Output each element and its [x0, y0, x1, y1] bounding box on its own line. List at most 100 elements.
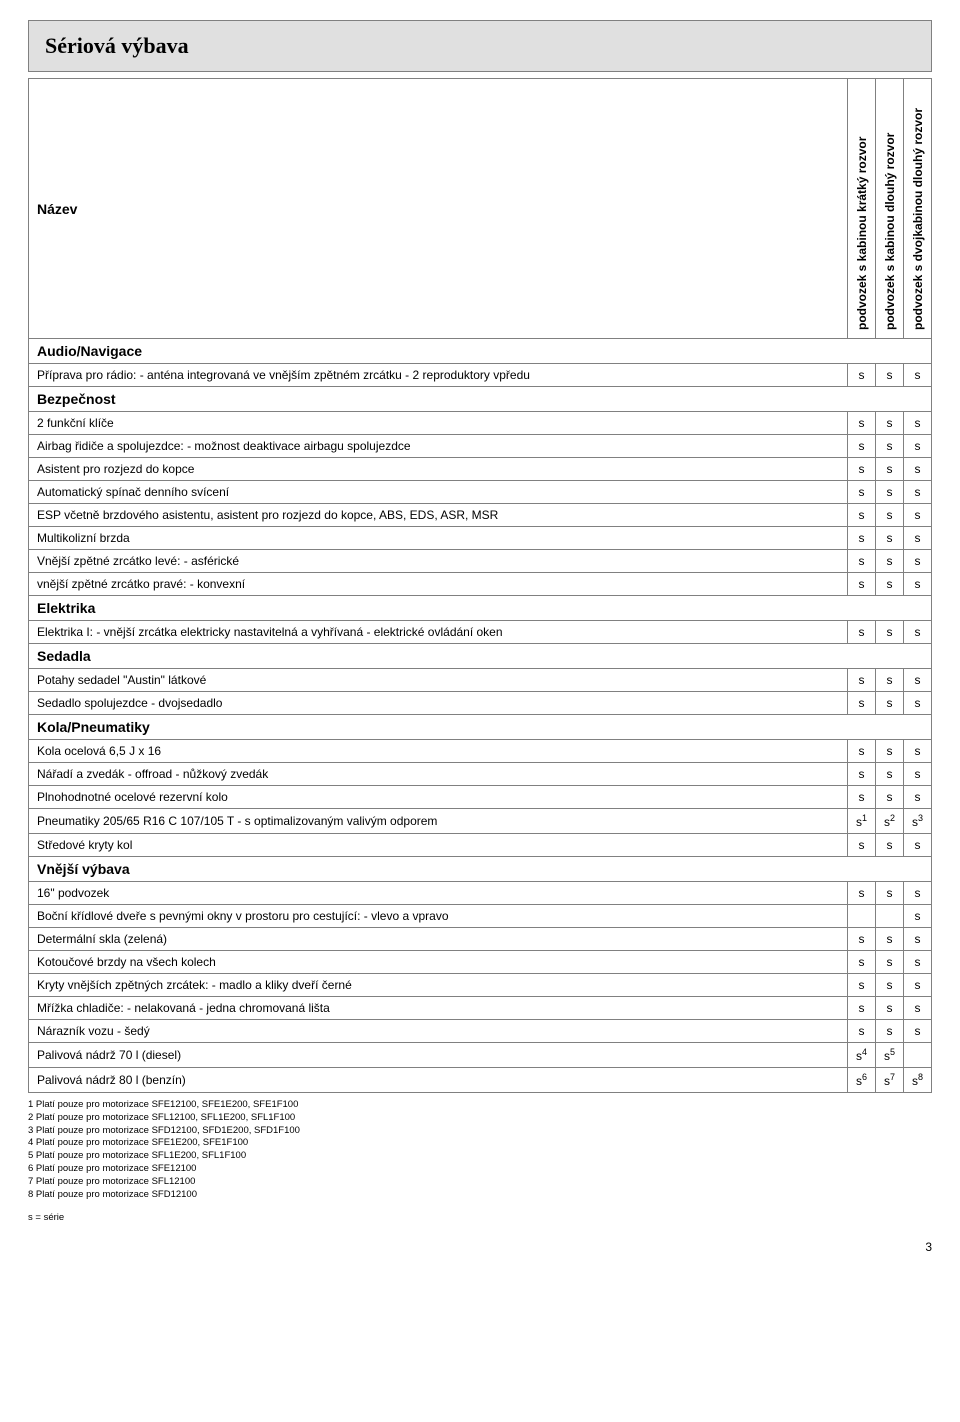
- table-row: Kryty vnějších zpětných zrcátek: - madlo…: [29, 974, 932, 997]
- table-row: Vnější zpětné zrcátko levé: - asférickés…: [29, 550, 932, 573]
- row-value: s: [904, 527, 932, 550]
- table-row: Multikolizní brzdasss: [29, 527, 932, 550]
- table-row: Sedadlo spolujezdce - dvojsedadlosss: [29, 692, 932, 715]
- row-value: s: [904, 435, 932, 458]
- row-label: 2 funkční klíče: [29, 412, 848, 435]
- row-value: s: [848, 951, 876, 974]
- row-value: s: [904, 951, 932, 974]
- row-label: Nářadí a zvedák - offroad - nůžkový zved…: [29, 763, 848, 786]
- row-value: s: [848, 928, 876, 951]
- row-value: s: [876, 786, 904, 809]
- row-label: Potahy sedadel "Austin" látkové: [29, 669, 848, 692]
- row-label: Airbag řidiče a spolujezdce: - možnost d…: [29, 435, 848, 458]
- section-header: Vnější výbava: [29, 857, 932, 882]
- row-value: s: [876, 458, 904, 481]
- column-header-name: Název: [29, 79, 848, 339]
- row-value: s: [876, 669, 904, 692]
- row-label: Boční křídlové dveře s pevnými okny v pr…: [29, 905, 848, 928]
- table-row: Nárazník vozu - šedýsss: [29, 1020, 932, 1043]
- row-value: s5: [876, 1043, 904, 1068]
- table-row: Potahy sedadel "Austin" látkovésss: [29, 669, 932, 692]
- section-header: Elektrika: [29, 596, 932, 621]
- row-value: s: [876, 882, 904, 905]
- row-value: s: [876, 763, 904, 786]
- row-value: s: [848, 834, 876, 857]
- row-value: s: [876, 974, 904, 997]
- row-value: s: [876, 527, 904, 550]
- row-label: Kola ocelová 6,5 J x 16: [29, 740, 848, 763]
- table-row: Palivová nádrž 80 l (benzín)s6s7s8: [29, 1068, 932, 1093]
- footnote-line: 1 Platí pouze pro motorizace SFE12100, S…: [28, 1099, 932, 1112]
- table-row: Kotoučové brzdy na všech kolechsss: [29, 951, 932, 974]
- table-row: Středové kryty kolsss: [29, 834, 932, 857]
- table-row: vnější zpětné zrcátko pravé: - konvexnís…: [29, 573, 932, 596]
- table-row: Airbag řidiče a spolujezdce: - možnost d…: [29, 435, 932, 458]
- footnote-line: 2 Platí pouze pro motorizace SFL12100, S…: [28, 1112, 932, 1125]
- footnote-line: 6 Platí pouze pro motorizace SFE12100: [28, 1163, 932, 1176]
- row-value: [876, 905, 904, 928]
- row-value: s: [876, 951, 904, 974]
- row-label: Pneumatiky 205/65 R16 C 107/105 T - s op…: [29, 809, 848, 834]
- table-row: Asistent pro rozjezd do kopcesss: [29, 458, 932, 481]
- row-value: s8: [904, 1068, 932, 1093]
- column-header-0: podvozek s kabinou krátký rozvor: [848, 79, 876, 339]
- row-value: s: [848, 458, 876, 481]
- row-value: s: [876, 435, 904, 458]
- row-value: s: [848, 550, 876, 573]
- row-value: s: [904, 834, 932, 857]
- row-value: s: [904, 928, 932, 951]
- row-value: s: [876, 928, 904, 951]
- row-value: s: [848, 435, 876, 458]
- row-value: s: [876, 550, 904, 573]
- row-label: Sedadlo spolujezdce - dvojsedadlo: [29, 692, 848, 715]
- row-value: s: [848, 692, 876, 715]
- row-value: s: [904, 364, 932, 387]
- table-row: Nářadí a zvedák - offroad - nůžkový zved…: [29, 763, 932, 786]
- row-value: s: [904, 621, 932, 644]
- row-label: ESP včetně brzdového asistentu, asistent…: [29, 504, 848, 527]
- section-header: Audio/Navigace: [29, 339, 932, 364]
- row-value: s: [876, 364, 904, 387]
- row-value: s: [876, 1020, 904, 1043]
- row-value: s: [876, 997, 904, 1020]
- row-value: s: [904, 458, 932, 481]
- row-value: s: [904, 882, 932, 905]
- row-label: Automatický spínač denního svícení: [29, 481, 848, 504]
- row-value: s: [904, 740, 932, 763]
- row-value: s: [848, 481, 876, 504]
- row-label: Vnější zpětné zrcátko levé: - asférické: [29, 550, 848, 573]
- footnotes: 1 Platí pouze pro motorizace SFE12100, S…: [28, 1099, 932, 1224]
- row-value: s: [848, 763, 876, 786]
- row-value: s: [904, 412, 932, 435]
- table-row: Mřížka chladiče: - nelakovaná - jedna ch…: [29, 997, 932, 1020]
- table-row: Determální skla (zelená)sss: [29, 928, 932, 951]
- row-label: Kryty vnějších zpětných zrcátek: - madlo…: [29, 974, 848, 997]
- footnote-line: 5 Platí pouze pro motorizace SFL1E200, S…: [28, 1150, 932, 1163]
- table-row: Boční křídlové dveře s pevnými okny v pr…: [29, 905, 932, 928]
- table-row: 16" podvozeksss: [29, 882, 932, 905]
- row-label: Multikolizní brzda: [29, 527, 848, 550]
- row-value: s6: [848, 1068, 876, 1093]
- table-row: Palivová nádrž 70 l (diesel)s4s5: [29, 1043, 932, 1068]
- section-header: Sedadla: [29, 644, 932, 669]
- row-value: s: [904, 669, 932, 692]
- row-value: s: [904, 763, 932, 786]
- row-value: s: [848, 527, 876, 550]
- footnote-line: 7 Platí pouze pro motorizace SFL12100: [28, 1176, 932, 1189]
- row-value: s: [904, 974, 932, 997]
- row-value: [904, 1043, 932, 1068]
- footnote-line: 3 Platí pouze pro motorizace SFD12100, S…: [28, 1125, 932, 1138]
- row-value: s: [904, 905, 932, 928]
- row-value: s: [904, 997, 932, 1020]
- row-value: s: [876, 481, 904, 504]
- page-title: Sériová výbava: [28, 20, 932, 72]
- table-row: Plnohodnotné ocelové rezervní kolosss: [29, 786, 932, 809]
- row-value: s: [876, 504, 904, 527]
- row-value: s: [904, 786, 932, 809]
- page-number: 3: [28, 1240, 932, 1254]
- row-value: s1: [848, 809, 876, 834]
- row-label: Asistent pro rozjezd do kopce: [29, 458, 848, 481]
- row-value: s: [904, 481, 932, 504]
- row-value: s: [848, 997, 876, 1020]
- row-value: s: [904, 692, 932, 715]
